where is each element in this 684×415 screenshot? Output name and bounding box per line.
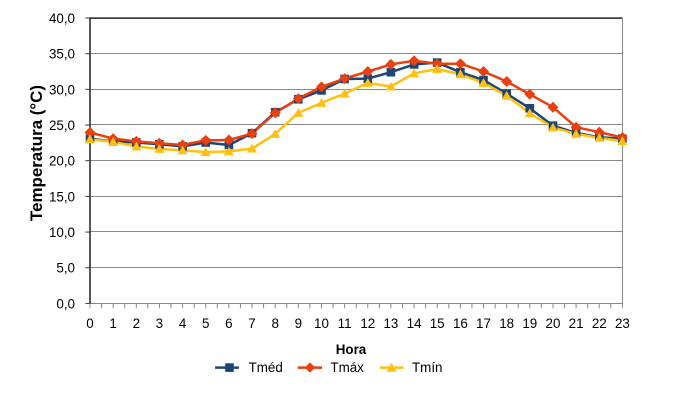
svg-text:10,0: 10,0 <box>49 225 75 240</box>
svg-text:13: 13 <box>383 316 398 331</box>
svg-text:Tmín: Tmín <box>412 360 443 375</box>
svg-text:21: 21 <box>569 316 584 331</box>
svg-text:Temperatura (°C): Temperatura (°C) <box>27 85 46 221</box>
svg-text:Hora: Hora <box>336 342 367 357</box>
svg-text:18: 18 <box>499 316 514 331</box>
svg-text:19: 19 <box>522 316 537 331</box>
svg-text:0: 0 <box>86 316 93 331</box>
svg-text:20,0: 20,0 <box>49 154 75 169</box>
svg-text:1: 1 <box>109 316 116 331</box>
svg-text:10: 10 <box>314 316 329 331</box>
svg-text:6: 6 <box>225 316 232 331</box>
svg-text:8: 8 <box>271 316 278 331</box>
svg-text:30,0: 30,0 <box>49 82 75 97</box>
svg-text:23: 23 <box>615 316 630 331</box>
svg-text:7: 7 <box>248 316 255 331</box>
svg-text:5: 5 <box>202 316 209 331</box>
svg-text:9: 9 <box>295 316 302 331</box>
svg-text:22: 22 <box>592 316 607 331</box>
svg-text:11: 11 <box>338 316 352 331</box>
svg-text:14: 14 <box>407 316 422 331</box>
svg-text:20: 20 <box>546 316 561 331</box>
svg-text:35,0: 35,0 <box>49 47 75 62</box>
svg-text:40,0: 40,0 <box>49 11 75 26</box>
svg-text:15,0: 15,0 <box>49 189 75 204</box>
svg-text:0,0: 0,0 <box>56 296 75 311</box>
svg-text:Tmáx: Tmáx <box>330 360 364 375</box>
svg-text:15: 15 <box>430 316 445 331</box>
svg-text:4: 4 <box>179 316 187 331</box>
svg-text:16: 16 <box>453 316 468 331</box>
svg-text:5,0: 5,0 <box>56 261 75 276</box>
svg-text:3: 3 <box>156 316 163 331</box>
svg-text:25,0: 25,0 <box>49 118 75 133</box>
svg-text:12: 12 <box>360 316 375 331</box>
svg-text:2: 2 <box>133 316 140 331</box>
svg-text:17: 17 <box>476 316 491 331</box>
svg-text:Tméd: Tméd <box>249 360 283 375</box>
